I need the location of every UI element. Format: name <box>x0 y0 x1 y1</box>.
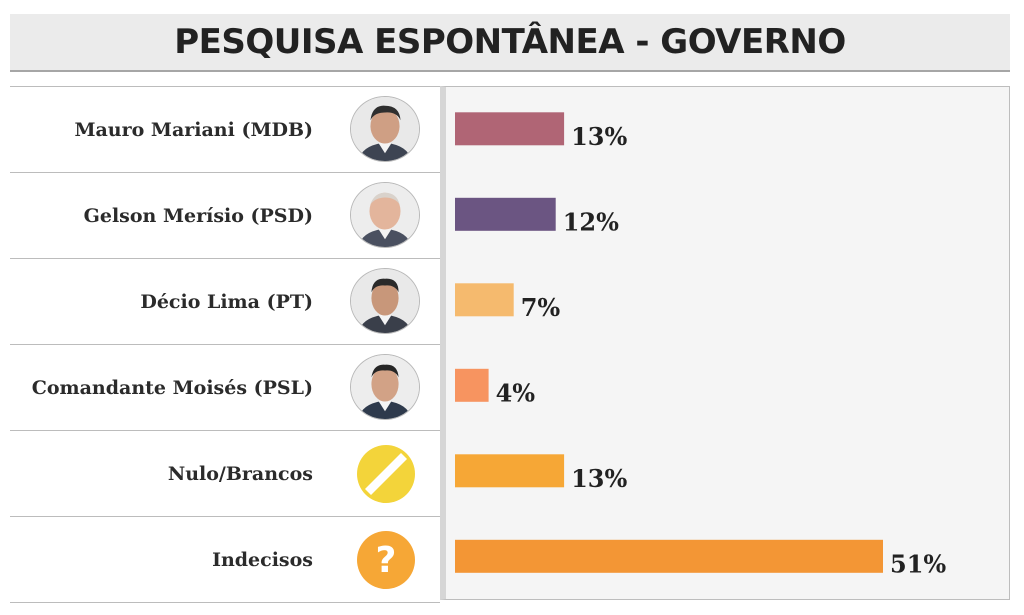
category-label: Gelson Merísio (PSD) <box>83 204 313 227</box>
chart-title: PESQUISA ESPONTÂNEA - GOVERNO <box>174 22 846 62</box>
null-vote-icon <box>356 444 416 504</box>
candidate-photo-icon <box>350 268 420 334</box>
question-mark-glyph: ? <box>376 540 397 581</box>
category-row: Mauro Mariani (MDB) <box>10 86 440 173</box>
category-row: Indecisos ? <box>10 517 440 603</box>
bar <box>455 283 514 317</box>
category-row: Comandante Moisés (PSL) <box>10 345 440 431</box>
plot-area <box>440 86 1010 600</box>
bar <box>455 368 489 402</box>
bar-value-label: 13% <box>571 122 627 151</box>
candidate-photo-icon <box>350 354 420 420</box>
candidate-photo-icon <box>350 182 420 248</box>
category-rows: Mauro Mariani (MDB) Gelson Merísio (PSD)… <box>10 86 440 603</box>
bar-value-label: 12% <box>563 207 619 236</box>
category-row: Gelson Merísio (PSD) <box>10 173 440 259</box>
bar-value-label: 7% <box>521 293 561 322</box>
candidate-photo-icon <box>350 96 420 162</box>
category-row: Nulo/Brancos <box>10 431 440 517</box>
bar <box>455 539 883 573</box>
category-label: Indecisos <box>212 548 313 571</box>
bar-value-label: 13% <box>571 464 627 493</box>
bar <box>455 112 565 146</box>
category-label: Nulo/Brancos <box>167 462 313 485</box>
chart-title-bar: PESQUISA ESPONTÂNEA - GOVERNO <box>10 14 1010 72</box>
bar-value-label: 4% <box>496 378 536 407</box>
bar <box>455 454 565 488</box>
category-label: Comandante Moisés (PSL) <box>31 376 313 399</box>
bar-value-label: 51% <box>890 549 946 578</box>
category-row: Décio Lima (PT) <box>10 259 440 345</box>
category-label: Décio Lima (PT) <box>140 290 313 313</box>
question-mark-icon: ? <box>356 530 416 590</box>
bar <box>455 197 556 231</box>
category-label: Mauro Mariani (MDB) <box>74 118 313 141</box>
